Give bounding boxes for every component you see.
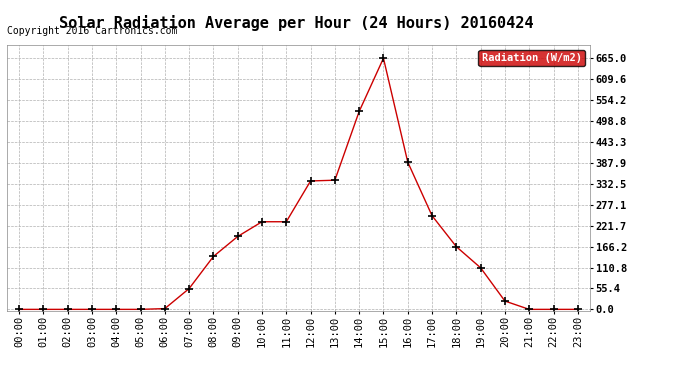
Text: Solar Radiation Average per Hour (24 Hours) 20160424: Solar Radiation Average per Hour (24 Hou… xyxy=(59,15,534,31)
Text: Copyright 2016 Cartronics.com: Copyright 2016 Cartronics.com xyxy=(7,26,177,36)
Legend: Radiation (W/m2): Radiation (W/m2) xyxy=(478,50,584,66)
